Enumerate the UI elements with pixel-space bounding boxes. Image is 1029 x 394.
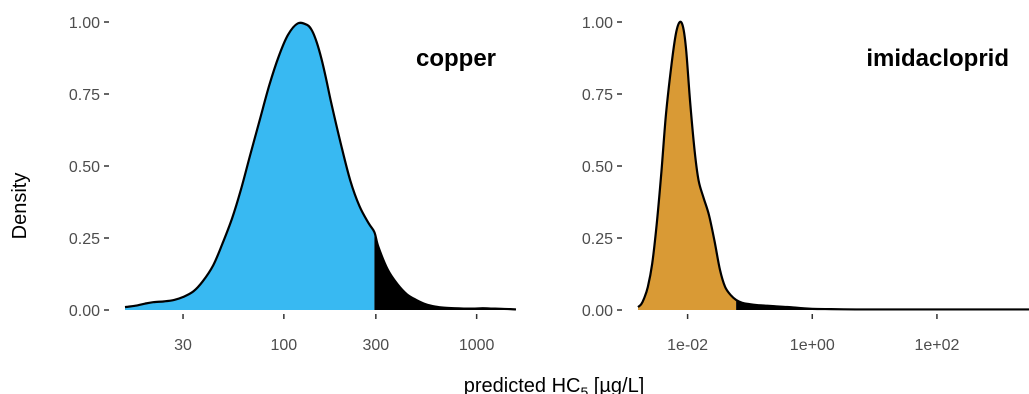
x-axis-title-suffix: [µg/L] xyxy=(588,375,644,394)
x-axis-title-subscript: 5 xyxy=(580,384,588,394)
y-tick-label: 0.50 xyxy=(69,159,100,176)
density-tail-fill xyxy=(374,232,516,310)
x-tick-label: 1e+00 xyxy=(790,337,835,354)
density-tail-fill xyxy=(736,299,1029,310)
x-axis-title-prefix: predicted HC xyxy=(464,375,581,394)
y-tick-label: 0.25 xyxy=(69,231,100,248)
panel-imidacloprid: 0.00 0.25 0.50 0.75 1.00 1e-02 1e+00 1e+02 imida… xyxy=(582,15,1029,354)
y-tick-label: 0.75 xyxy=(582,87,613,104)
density-area-fill xyxy=(125,22,375,310)
y-tick-label: 1.00 xyxy=(69,15,100,32)
y-tick-label: 0.25 xyxy=(582,231,613,248)
x-tick-label: 1e+02 xyxy=(914,337,959,354)
x-tick-label: 100 xyxy=(270,337,297,354)
y-tick-label: 0.75 xyxy=(69,87,100,104)
density-line xyxy=(124,21,517,311)
x-tick-label: 1000 xyxy=(459,337,495,354)
x-tick-label: 300 xyxy=(362,337,389,354)
panel-copper: 0.00 0.25 0.50 0.75 1.00 30 100 300 1000 copper xyxy=(69,15,517,354)
panel-label-imidacloprid: imidacloprid xyxy=(866,45,1009,72)
x-axis-title: predicted HC5 [µg/L] xyxy=(464,375,645,394)
x-tick-label: 30 xyxy=(174,337,192,354)
y-tick-label: 0.00 xyxy=(69,303,100,320)
y-axis-title: Density xyxy=(9,173,31,240)
y-tick-label: 1.00 xyxy=(582,15,613,32)
y-tick-label: 0.00 xyxy=(582,303,613,320)
panel-label-copper: copper xyxy=(416,45,496,72)
density-area-fill xyxy=(638,21,737,310)
x-tick-label: 1e-02 xyxy=(667,337,708,354)
density-line xyxy=(637,20,1029,311)
y-tick-label: 0.50 xyxy=(582,159,613,176)
